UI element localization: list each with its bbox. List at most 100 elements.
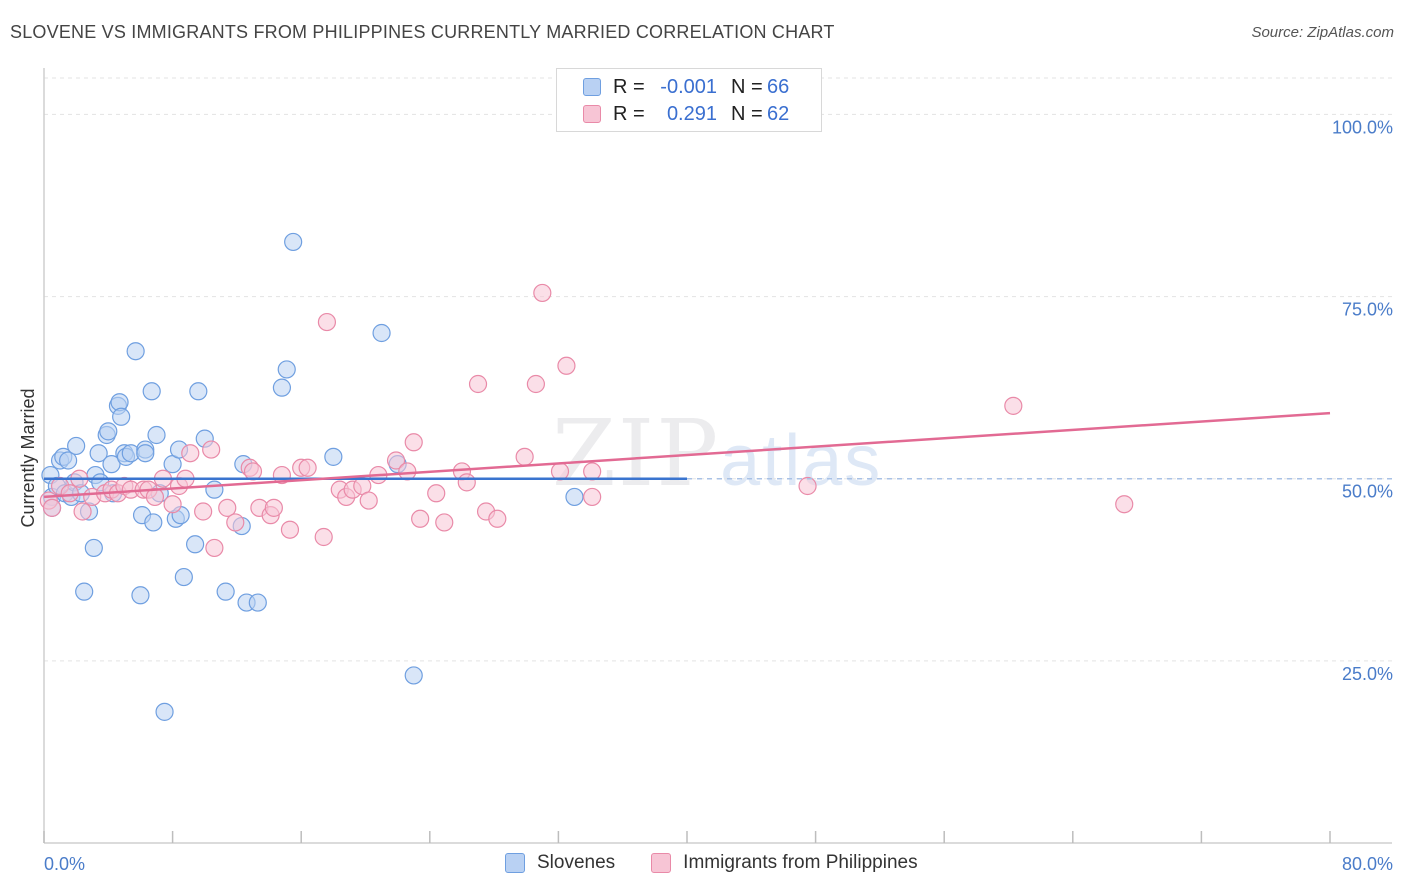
slovenes-point — [155, 702, 174, 721]
philippines-point — [298, 458, 317, 477]
philippines-point — [145, 487, 165, 507]
y-tick-label: 25.0% — [1342, 664, 1393, 684]
slovenes-point — [59, 451, 78, 470]
philippines-legend-label: Immigrants from Philippines — [683, 852, 918, 873]
slovenes-point — [205, 480, 224, 499]
philippines-point — [468, 374, 488, 394]
philippines-point — [264, 498, 283, 517]
philippines-point — [427, 484, 446, 503]
y-tick-label: 100.0% — [1332, 117, 1393, 137]
data-points — [39, 232, 1134, 721]
slovenes-point — [189, 382, 208, 401]
philippines-point — [798, 476, 817, 496]
philippines-point — [1115, 495, 1134, 514]
slovenes-point — [272, 378, 292, 397]
axes — [43, 68, 1392, 844]
chart-source: Source: ZipAtlas.com — [1251, 24, 1394, 41]
slovenes-point — [131, 586, 150, 605]
philippines-point — [488, 509, 507, 528]
r-value: 0.291 — [666, 102, 717, 125]
series-legend: Slovenes Immigrants from Philippines — [505, 852, 954, 874]
gridlines — [44, 77, 1392, 662]
philippines-point — [181, 444, 200, 463]
philippines-point — [280, 520, 300, 539]
slovenes-point — [404, 666, 423, 685]
x-tick-label: 0.0% — [44, 854, 85, 874]
philippines-point — [73, 502, 92, 521]
slovenes-point — [142, 382, 161, 401]
slovenes-point — [126, 342, 145, 361]
n-value: 62 — [767, 102, 790, 125]
philippines-point — [411, 509, 430, 528]
slovenes-point — [99, 422, 118, 441]
slovenes-point — [144, 513, 163, 532]
philippines-point — [533, 283, 552, 303]
slovenes-point — [102, 455, 121, 474]
philippines-point — [226, 513, 245, 532]
philippines-trend-line — [43, 411, 1331, 499]
philippines-point — [386, 451, 406, 470]
slovenes-point — [565, 487, 584, 507]
y-axis-title: Currently Married — [18, 388, 38, 527]
philippines-point — [550, 462, 570, 481]
x-tick-label: 80.0% — [1342, 854, 1393, 874]
legend-row-slovenes: R = -0.001 N = 66 — [583, 74, 789, 100]
slovenes-point — [89, 444, 108, 463]
slovenes-point — [174, 567, 193, 587]
slovenes-point — [324, 447, 343, 466]
philippines-point — [583, 487, 602, 507]
slovenes-point — [136, 444, 155, 463]
philippines-point — [218, 498, 237, 517]
philippines-point — [243, 462, 263, 481]
philippines-point — [557, 356, 576, 375]
legend-item-slovenes[interactable]: Slovenes — [505, 852, 615, 874]
zipatlas-watermark: ZIPatlas — [552, 400, 883, 507]
n-label: N = — [731, 102, 763, 125]
slovenes-point — [277, 360, 296, 379]
tick-labels: 25.0% 50.0% 75.0% 100.0% 0.0% 80.0% — [44, 117, 1393, 874]
slovenes-legend-swatch — [505, 853, 525, 873]
philippines-point — [194, 502, 213, 521]
philippines-point — [163, 495, 182, 514]
chart-title: SLOVENE VS IMMIGRANTS FROM PHILIPPINES C… — [10, 22, 835, 42]
slovenes-point — [216, 582, 235, 601]
philippines-point — [435, 513, 454, 532]
philippines-point — [359, 491, 378, 510]
philippines-point — [583, 462, 602, 481]
philippines-point — [515, 447, 534, 466]
trend-lines — [43, 411, 1392, 499]
slovenes-point — [248, 593, 267, 612]
philippines-swatch — [583, 105, 601, 123]
r-label: R = — [613, 75, 645, 98]
philippines-point — [526, 374, 545, 394]
philippines-point — [42, 498, 62, 517]
slovenes-legend-label: Slovenes — [537, 852, 616, 873]
philippines-point — [202, 440, 221, 459]
slovenes-point — [284, 232, 303, 252]
slovenes-point — [147, 425, 166, 445]
n-value: 66 — [767, 75, 790, 98]
r-label: R = — [613, 102, 645, 125]
slovenes-point — [186, 535, 205, 554]
slovenes-swatch — [583, 78, 601, 96]
philippines-point — [317, 312, 337, 332]
legend-item-philippines[interactable]: Immigrants from Philippines — [651, 852, 918, 874]
philippines-point — [205, 538, 224, 558]
slovenes-point — [112, 407, 131, 426]
r-value: -0.001 — [660, 75, 717, 98]
philippines-point — [314, 527, 333, 547]
y-tick-label: 75.0% — [1342, 300, 1393, 320]
slovenes-point — [84, 538, 103, 558]
slovenes-point — [67, 436, 86, 456]
slovenes-point — [75, 582, 94, 601]
n-label: N = — [731, 75, 763, 98]
philippines-point — [60, 484, 79, 503]
y-tick-label: 50.0% — [1342, 482, 1393, 502]
philippines-point — [398, 462, 417, 481]
philippines-legend-swatch — [651, 853, 672, 873]
philippines-point — [457, 473, 476, 492]
correlation-legend: R = -0.001 N = 66 R = 0.291 N = 62 — [556, 68, 822, 132]
philippines-point — [404, 433, 423, 452]
slovenes-point — [372, 323, 391, 343]
